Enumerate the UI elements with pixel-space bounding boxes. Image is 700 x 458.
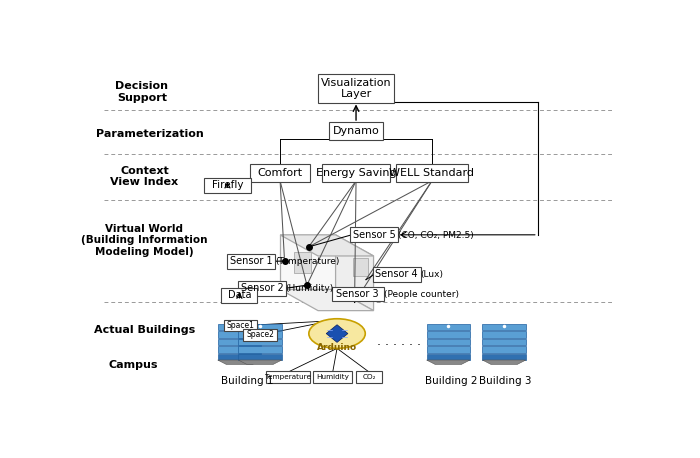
Text: Arduino: Arduino [317, 343, 357, 352]
Polygon shape [218, 360, 261, 365]
Text: (Temperature): (Temperature) [275, 257, 340, 266]
Text: Context
View Index: Context View Index [111, 166, 178, 187]
Bar [238, 354, 281, 360]
FancyBboxPatch shape [350, 228, 398, 242]
Text: Decision
Support: Decision Support [116, 81, 168, 103]
FancyBboxPatch shape [204, 178, 251, 193]
Text: Visualization
Layer: Visualization Layer [321, 78, 391, 99]
Text: Actual Buildings: Actual Buildings [94, 325, 195, 335]
Bar [218, 354, 261, 360]
Bar [354, 258, 368, 276]
Text: Sensor 2: Sensor 2 [241, 284, 284, 294]
Polygon shape [280, 235, 374, 256]
FancyBboxPatch shape [318, 74, 394, 103]
FancyBboxPatch shape [313, 371, 352, 383]
Text: Sensor 3: Sensor 3 [337, 289, 379, 299]
Text: Space1: Space1 [227, 322, 254, 330]
Polygon shape [335, 235, 374, 311]
Text: Parameterization: Parameterization [96, 129, 204, 139]
Text: Building 1: Building 1 [221, 376, 274, 386]
Bar [482, 339, 526, 345]
Bar [218, 332, 261, 338]
Text: Firefly: Firefly [211, 180, 243, 191]
Text: Sensor 4: Sensor 4 [375, 269, 418, 279]
Text: Virtual World
(Building Information
Modeling Model): Virtual World (Building Information Mode… [81, 224, 208, 256]
Bar [482, 324, 526, 330]
Bar [426, 346, 470, 353]
Text: (Humidity): (Humidity) [286, 284, 334, 293]
FancyBboxPatch shape [224, 320, 258, 332]
Bar [482, 332, 526, 338]
Bar [482, 354, 526, 360]
FancyBboxPatch shape [238, 281, 286, 296]
Text: Comfort: Comfort [258, 168, 302, 178]
Text: · · · · · ·: · · · · · · [377, 339, 421, 352]
Text: Humidity: Humidity [316, 374, 349, 380]
Bar [426, 339, 470, 345]
Text: WELL Standard: WELL Standard [389, 168, 475, 178]
FancyBboxPatch shape [328, 122, 384, 140]
Text: CO₂: CO₂ [363, 374, 376, 380]
FancyBboxPatch shape [221, 289, 258, 303]
Bar [293, 252, 312, 273]
FancyBboxPatch shape [266, 371, 311, 383]
Text: Temperature: Temperature [265, 374, 312, 380]
Ellipse shape [309, 319, 365, 349]
Text: Energy Saving: Energy Saving [316, 168, 396, 178]
FancyBboxPatch shape [228, 254, 275, 269]
FancyBboxPatch shape [373, 267, 421, 282]
Text: Sensor 1: Sensor 1 [230, 256, 272, 266]
Bar [218, 346, 261, 353]
Text: Space2: Space2 [246, 331, 274, 339]
Text: Building 2: Building 2 [425, 376, 477, 386]
Text: Sensor 5: Sensor 5 [353, 230, 396, 240]
Polygon shape [482, 360, 526, 365]
FancyBboxPatch shape [332, 287, 384, 301]
Bar [238, 346, 281, 353]
Bar [426, 324, 470, 330]
FancyBboxPatch shape [250, 164, 310, 182]
Bar [238, 332, 281, 338]
Text: Data: Data [228, 290, 251, 300]
Bar [238, 324, 281, 330]
Bar [426, 354, 470, 360]
Polygon shape [326, 325, 348, 343]
Polygon shape [280, 235, 335, 289]
Text: Campus: Campus [109, 360, 158, 371]
Bar [218, 324, 261, 330]
FancyBboxPatch shape [322, 164, 390, 182]
Bar [238, 339, 281, 345]
Text: (People counter): (People counter) [384, 290, 458, 299]
Bar [218, 339, 261, 345]
Bar [426, 332, 470, 338]
Bar [482, 346, 526, 353]
Text: (Lux): (Lux) [421, 270, 444, 279]
FancyBboxPatch shape [396, 164, 468, 182]
Text: (CO, CO₂, PM2.5): (CO, CO₂, PM2.5) [398, 231, 474, 240]
FancyBboxPatch shape [243, 329, 276, 341]
Polygon shape [426, 360, 470, 365]
Polygon shape [280, 289, 374, 311]
Text: Building 3: Building 3 [479, 376, 531, 386]
Polygon shape [238, 360, 281, 365]
Text: Dynamo: Dynamo [332, 126, 379, 136]
FancyBboxPatch shape [356, 371, 382, 383]
